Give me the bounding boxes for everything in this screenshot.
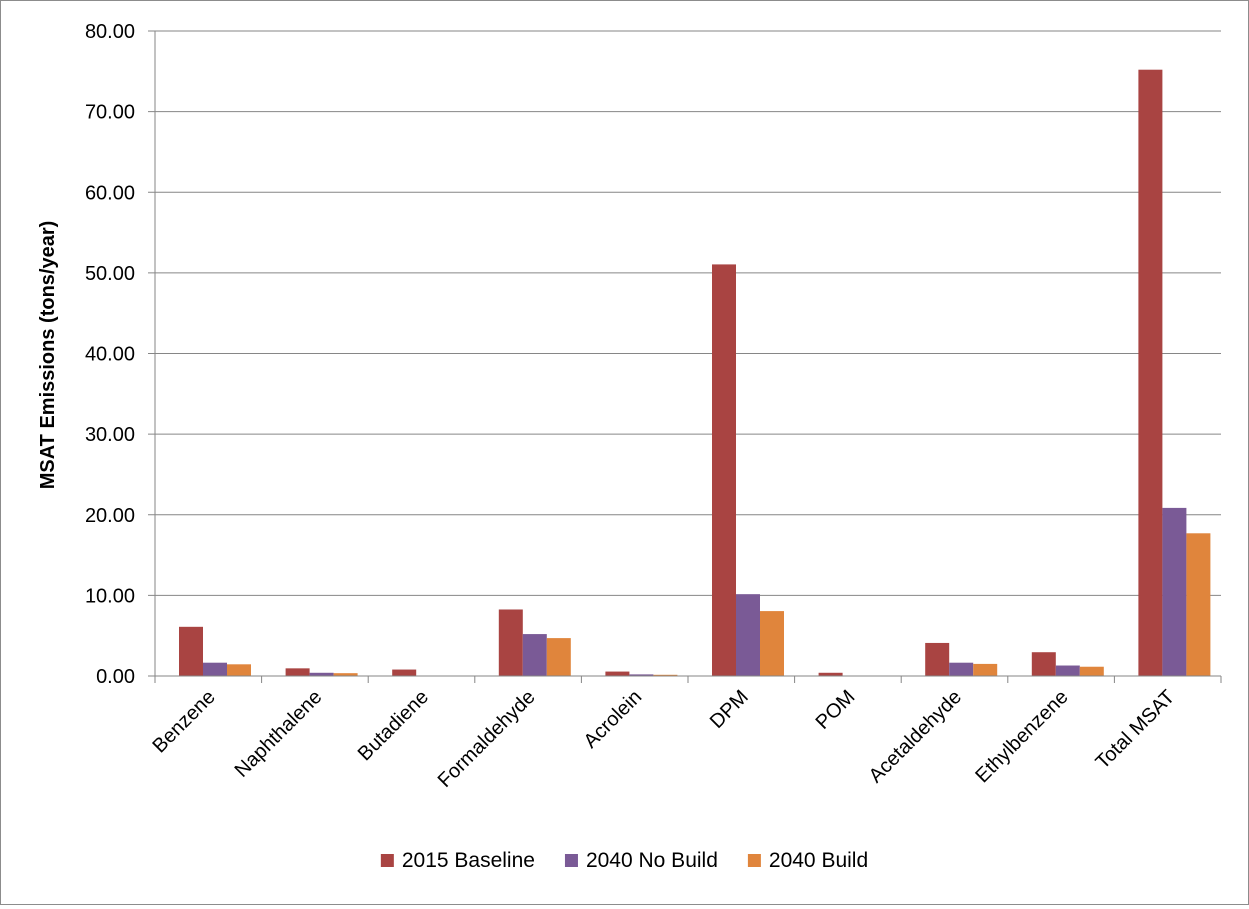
bar [203,663,227,676]
bar [736,594,760,676]
bar [1186,533,1210,676]
x-tick-label: DPM [706,686,753,733]
legend-label: 2015 Baseline [402,849,535,872]
bar [760,611,784,676]
y-tick-label: 0.00 [96,666,135,688]
y-tick-label: 70.00 [85,102,135,124]
x-tick-label: Formaldehyde [434,686,540,792]
x-tick-label: Naphthalene [231,686,327,782]
y-tick-label: 60.00 [85,182,135,204]
y-tick-label: 80.00 [85,21,135,43]
x-tick-label: POM [812,686,860,734]
x-tick-label: Acetaldehyde [865,686,966,787]
x-tick-label: Benzene [148,686,219,757]
bar [499,609,523,676]
bar [925,643,949,676]
bar [1162,508,1186,676]
legend-swatch [381,854,394,867]
legend: 2015 Baseline 2040 No Build 2040 Build [381,849,868,872]
bar [179,627,203,676]
legend-swatch [565,854,578,867]
y-tick-label: 30.00 [85,424,135,446]
y-tick-labels: 0.00 10.00 20.00 30.00 40.00 50.00 60.00 70.00 8… [85,21,135,688]
bar [712,264,736,676]
bar [227,664,251,676]
bar [1080,667,1104,676]
bar [973,664,997,676]
legend-swatch [748,854,761,867]
bar [605,672,629,676]
legend-label: 2040 No Build [586,849,718,872]
y-tick-label: 10.00 [85,585,135,607]
x-tick-label: Butadiene [354,686,433,765]
bar [1138,70,1162,676]
bar [1032,652,1056,676]
x-tick-label: Total MSAT [1092,686,1180,774]
bar [949,663,973,676]
legend-label: 2040 Build [769,849,868,872]
axes [148,31,1221,683]
gridlines [155,31,1221,595]
bar [547,638,571,676]
y-tick-label: 20.00 [85,505,135,527]
x-tick-label: Acrolein [580,686,647,753]
y-tick-label: 40.00 [85,344,135,366]
bar [286,668,310,676]
y-tick-label: 50.00 [85,263,135,285]
bar [392,670,416,676]
bar [523,634,547,676]
bar [1056,666,1080,676]
x-tick-label: Ethylbenzene [971,686,1072,787]
y-axis-label: MSAT Emissions (tons/year) [37,221,59,490]
bars [179,70,1210,676]
